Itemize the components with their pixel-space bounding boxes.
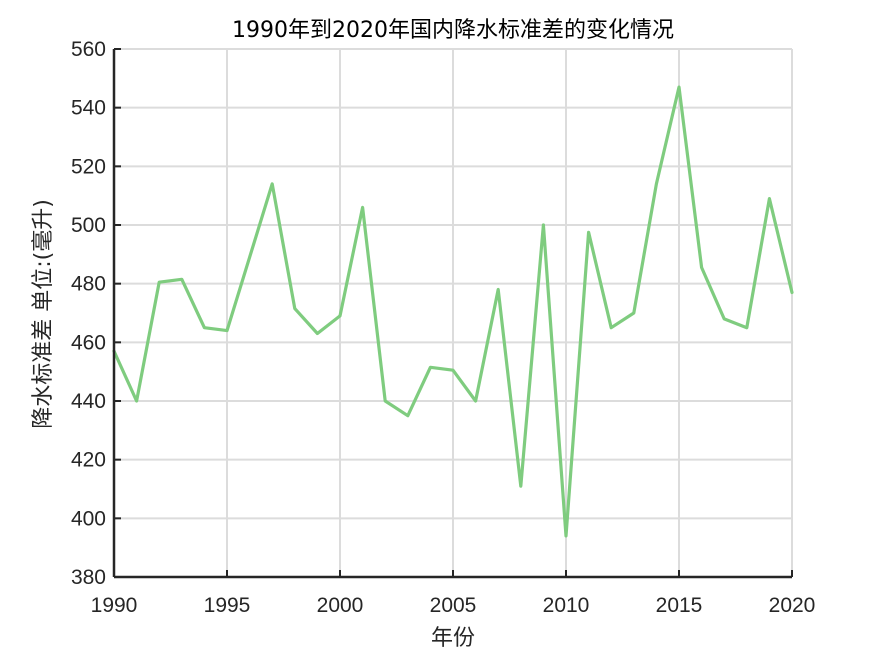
y-axis-label: 降水标准差 单位:(毫升): [31, 199, 56, 429]
x-tick-label: 2015: [656, 594, 703, 617]
y-tick-label: 460: [71, 331, 106, 354]
series-line: [112, 85, 794, 538]
y-tick-label: 540: [71, 97, 106, 120]
x-tick-label: 2020: [769, 594, 816, 617]
y-tick-label: 500: [71, 214, 106, 237]
grid-lines: [113, 48, 793, 578]
x-tick-label: 2000: [317, 594, 364, 617]
chart-title: 1990年到2020年国内降水标准差的变化情况: [232, 18, 674, 43]
x-axis-label: 年份: [431, 626, 475, 651]
x-tick-label: 2010: [543, 594, 590, 617]
y-tick-label: 400: [71, 507, 106, 530]
y-ticks: 380 400 420 440 460 480 500 520 540 560: [71, 38, 121, 589]
x-tick-label: 2005: [430, 594, 477, 617]
y-tick-label: 380: [71, 566, 106, 589]
x-ticks: 1990 1995 2000 2005 2010 2015 2020: [91, 570, 816, 617]
x-tick-label: 1990: [91, 594, 138, 617]
y-tick-label: 520: [71, 155, 106, 178]
y-tick-label: 420: [71, 449, 106, 472]
y-tick-label: 480: [71, 273, 106, 296]
x-tick-label: 1995: [204, 594, 251, 617]
y-tick-label: 560: [71, 38, 106, 61]
y-tick-label: 440: [71, 390, 106, 413]
